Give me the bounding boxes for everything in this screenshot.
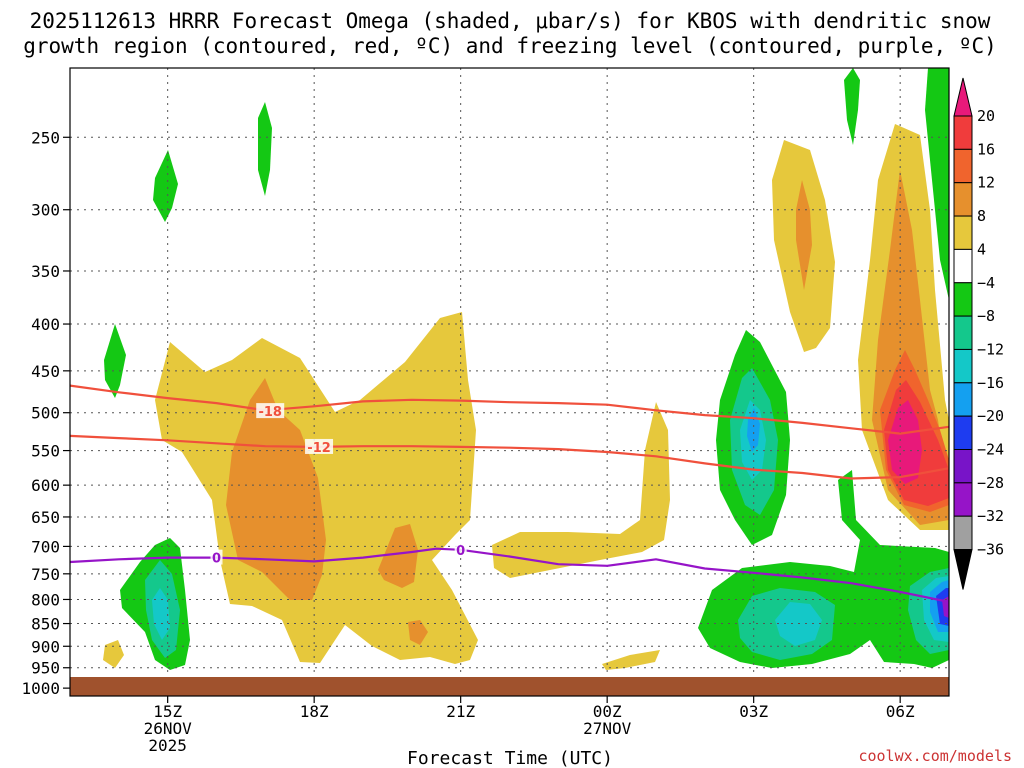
y-tick-label: 350 (31, 262, 60, 281)
colorbar-label: −4 (977, 274, 995, 292)
x-tick-label: 21Z (446, 702, 475, 721)
colorbar-bin (953, 549, 973, 590)
y-tick-label: 700 (31, 537, 60, 556)
x-tick-label: 03Z (739, 702, 768, 721)
contour-line-dgz-minus12 (70, 434, 949, 480)
contour-label-bg (210, 549, 223, 565)
colorbar-label: −20 (977, 407, 1004, 425)
colorbar-label: −28 (977, 474, 1004, 492)
omega-ascent-21z-region (492, 402, 670, 578)
colorbar-bin (953, 148, 973, 184)
colorbar-label: −8 (977, 307, 995, 325)
y-axis: 250 300 350 400 450 500 550 600 650 700 750 800 850 9… (21, 128, 70, 698)
contour-label-freezing-level: 0 (456, 544, 465, 559)
credit-link[interactable]: coolwx.com/models (858, 747, 1012, 765)
colorbar-label: −24 (977, 441, 1004, 459)
contour-line-dgz-minus18 (70, 384, 949, 435)
x-tick-label: 00Z (593, 702, 622, 721)
colorbar-bin (953, 449, 973, 484)
chart-title-line-1: 2025112613 HRRR Forecast Omega (shaded, … (30, 9, 991, 33)
y-tick-label: 450 (31, 362, 60, 381)
colorbar-bin (953, 248, 973, 284)
y-tick-label: 850 (31, 615, 60, 634)
y-tick-label: 550 (31, 442, 60, 461)
colorbar-bin (953, 77, 973, 117)
contour-label-freezing-level: 0 (212, 552, 221, 567)
contour-label-bg (256, 403, 285, 419)
colorbar-label: 12 (977, 174, 995, 192)
y-tick-label: 950 (31, 659, 60, 678)
omega-descent-15z-upper (153, 150, 178, 222)
contour-lines: -18 -12 0 0 (70, 384, 949, 603)
colorbar-bin (953, 482, 973, 517)
omega-descent-14z-mid (104, 324, 126, 398)
colorbar-bin (953, 282, 973, 317)
colorbar-label: −36 (977, 541, 1004, 559)
colorbar-label: 16 (977, 140, 995, 158)
y-tick-label: 1000 (21, 679, 60, 698)
y-tick-label: 250 (31, 128, 60, 147)
colorbar-label: 20 (977, 107, 995, 125)
colorbar-bin (953, 382, 973, 417)
colorbar-bin (953, 348, 973, 384)
x-tick-label: 15Z (153, 702, 182, 721)
chart-title-line-2: growth region (contoured, red, ºC) and f… (23, 34, 997, 58)
omega-descent-15z-low-core-2 (152, 588, 170, 640)
omega-ascent-06z-peak (888, 400, 922, 484)
x-tick-label: 27NOV (583, 719, 632, 738)
contour-label-bg (454, 541, 467, 557)
y-tick-label: 600 (31, 476, 60, 495)
colorbar: 20 16 12 8 4 −4 −8 −12 −16 −20 −24 −28 −32 −36 (953, 77, 1004, 590)
omega-ascent-03z-upper-core (796, 180, 812, 290)
colorbar-bin (953, 415, 973, 450)
omega-descent-05z-upper (844, 68, 860, 145)
y-tick-label: 500 (31, 404, 60, 423)
contour-label-dgz-minus18: -18 (258, 405, 282, 420)
colorbar-label: −32 (977, 507, 1004, 525)
colorbar-bin (953, 115, 973, 150)
x-axis-title: Forecast Time (UTC) (407, 748, 613, 768)
colorbar-bin (953, 182, 973, 217)
colorbar-bin (953, 215, 973, 250)
colorbar-bin (953, 515, 973, 551)
colorbar-label: −12 (977, 340, 1004, 358)
colorbar-label: 4 (977, 240, 986, 258)
omega-ascent-small-2 (602, 650, 660, 670)
plot-frame (69, 67, 950, 697)
colorbar-bin (953, 315, 973, 350)
y-tick-label: 750 (31, 565, 60, 584)
omega-ascent-small-3 (408, 620, 428, 645)
x-tick-label: 2025 (148, 736, 187, 755)
omega-ascent-18z-core (226, 378, 326, 600)
omega-descent-right-edge-upper (925, 68, 949, 300)
x-tick-label: 18Z (300, 702, 329, 721)
omega-ascent-small-1 (103, 640, 124, 668)
y-tick-label: 400 (31, 315, 60, 334)
omega-ascent-20z-core (378, 524, 418, 588)
y-tick-label: 800 (31, 590, 60, 609)
contour-label-dgz-minus12: -12 (307, 441, 331, 456)
ground-surface (70, 677, 949, 696)
x-tick-label: 06Z (886, 702, 915, 721)
y-tick-label: 900 (31, 637, 60, 656)
colorbar-label: −16 (977, 374, 1004, 392)
x-tick-label: 26NOV (144, 719, 193, 738)
contour-line-freezing-level (70, 547, 949, 603)
contour-label-bg (305, 438, 334, 454)
omega-descent-17z-upper (258, 102, 272, 196)
y-tick-label: 300 (31, 201, 60, 220)
colorbar-label: 8 (977, 207, 986, 225)
y-tick-label: 650 (31, 508, 60, 527)
